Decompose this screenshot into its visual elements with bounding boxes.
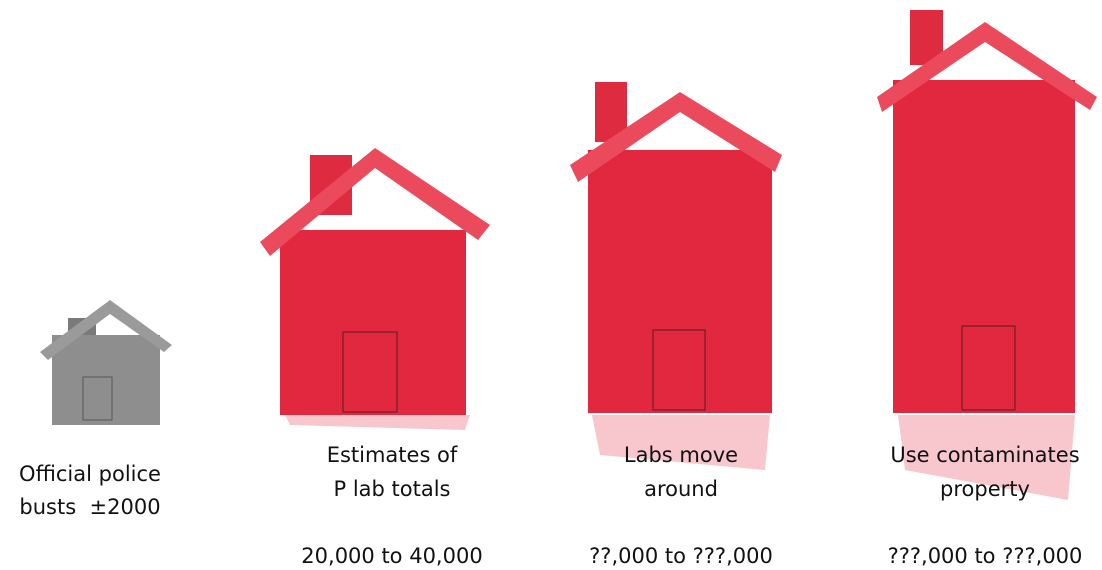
- house-small: [40, 300, 172, 425]
- label-line: around: [644, 477, 718, 501]
- range-text: ???,000 to ???,000: [888, 544, 1083, 568]
- house-large: [570, 82, 782, 470]
- label-line: property: [940, 477, 1030, 501]
- label-line: Labs move: [624, 443, 738, 467]
- house-largest: [877, 10, 1097, 500]
- infographic: Official police busts ±2000 Estimates of…: [0, 0, 1102, 570]
- label-line: Estimates of: [327, 443, 458, 467]
- label-line: Official police: [19, 462, 161, 486]
- label-line: busts ±2000: [19, 495, 160, 519]
- house-medium: [260, 148, 490, 430]
- label-line: Use contaminates: [890, 443, 1079, 467]
- range-text: ??,000 to ???,000: [589, 544, 773, 568]
- label-line: P lab totals: [333, 477, 450, 501]
- range-text: 20,000 to 40,000: [301, 544, 482, 568]
